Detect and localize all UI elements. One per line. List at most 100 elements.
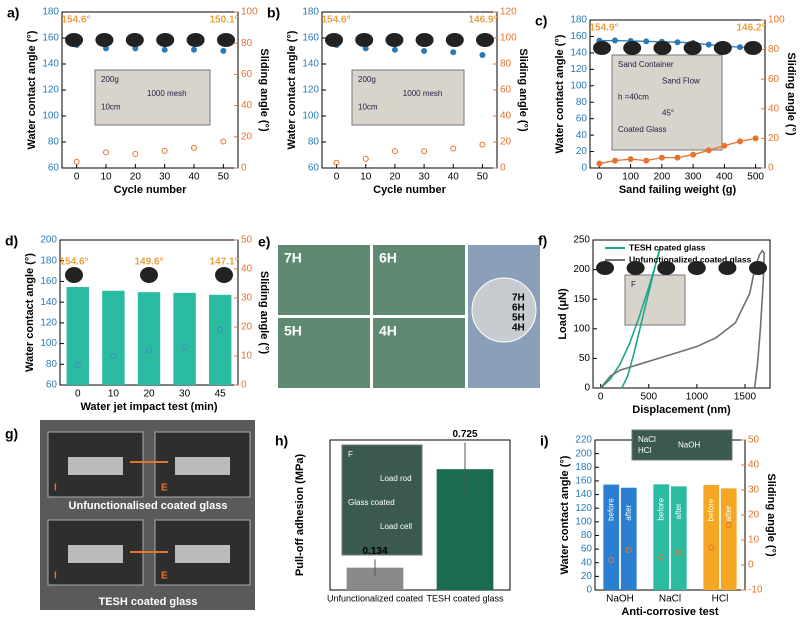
droplet bbox=[718, 261, 737, 275]
droplet bbox=[325, 33, 343, 47]
y-tick-label: 140 bbox=[570, 48, 587, 59]
droplet bbox=[445, 33, 464, 47]
y-tick-label: 250 bbox=[573, 235, 590, 246]
point bbox=[450, 145, 457, 152]
y-tick-label: 160 bbox=[570, 31, 587, 42]
value-label: 0.134 bbox=[362, 546, 387, 557]
bar bbox=[102, 290, 125, 385]
x-tick-label: 1000 bbox=[686, 392, 709, 403]
inset-label: 10cm bbox=[358, 102, 378, 111]
point bbox=[132, 150, 139, 157]
point bbox=[690, 151, 697, 158]
inset-label: HCl bbox=[638, 446, 652, 455]
y-tick-label: 0 bbox=[586, 585, 592, 596]
inset-label: F bbox=[348, 450, 353, 459]
droplet bbox=[215, 267, 233, 283]
y-axis-label: Water contact angle (°) bbox=[24, 253, 36, 372]
y-tick-label: 140 bbox=[40, 297, 57, 308]
glass-sample bbox=[175, 545, 230, 563]
point bbox=[146, 347, 152, 354]
annotation: 154.6° bbox=[61, 15, 90, 26]
point bbox=[752, 135, 759, 142]
y2-tick-label: 0 bbox=[241, 163, 247, 174]
annotation: 147.1° bbox=[209, 257, 238, 268]
inset-label: Load rod bbox=[380, 474, 412, 483]
droplet bbox=[596, 261, 614, 275]
x-axis-label: Cycle number bbox=[114, 184, 187, 196]
point bbox=[627, 156, 634, 163]
inset-photo bbox=[624, 274, 686, 326]
y2-tick-label: 40 bbox=[768, 103, 780, 114]
line bbox=[600, 249, 766, 389]
x-tick-label: Unfunctionalized coated bbox=[327, 593, 423, 603]
legend-label: Unfunctionalized coated glass bbox=[629, 254, 752, 264]
bar bbox=[137, 292, 161, 385]
point bbox=[161, 46, 168, 53]
droplet bbox=[140, 267, 158, 283]
y-tick-label: 80 bbox=[576, 97, 588, 108]
y-tick-label: 120 bbox=[42, 85, 59, 96]
x-tick-label: 0 bbox=[75, 389, 81, 400]
y2-tick-label: -10 bbox=[748, 585, 763, 596]
inset-label: 6H bbox=[512, 303, 525, 314]
point bbox=[74, 361, 81, 368]
x-axis-label: Cycle number bbox=[373, 184, 446, 196]
point bbox=[217, 326, 224, 333]
y-tick-label: 140 bbox=[42, 59, 59, 70]
point bbox=[421, 48, 428, 54]
point bbox=[161, 147, 168, 154]
y-tick-label: 60 bbox=[46, 380, 58, 391]
y2-tick-label: 60 bbox=[500, 85, 512, 96]
y2-tick-label: 30 bbox=[748, 485, 760, 496]
y-tick-label: 100 bbox=[40, 338, 57, 349]
point bbox=[625, 547, 632, 553]
droplet bbox=[626, 261, 645, 275]
y2-tick-label: 10 bbox=[748, 535, 760, 546]
y-tick-label: 140 bbox=[302, 59, 319, 70]
inset-photo bbox=[631, 429, 733, 461]
x-tick-label: 0 bbox=[74, 172, 80, 183]
bar bbox=[208, 294, 232, 385]
point bbox=[73, 158, 80, 165]
tile-label: 6H bbox=[379, 250, 397, 266]
droplet bbox=[95, 33, 114, 47]
x-tick-label: 1500 bbox=[734, 392, 757, 403]
x-tick-label: 400 bbox=[716, 172, 733, 183]
point bbox=[450, 49, 457, 56]
y-tick-label: 120 bbox=[570, 64, 587, 75]
x-tick-label: 50 bbox=[477, 172, 489, 183]
y-axis-label: Water contact angle (°) bbox=[554, 34, 566, 153]
droplet bbox=[125, 33, 144, 47]
inset-label: Load cell bbox=[380, 522, 412, 531]
droplet bbox=[186, 33, 205, 47]
y2-tick-label: 0 bbox=[748, 560, 754, 571]
point bbox=[708, 544, 715, 551]
y2-tick-label: 80 bbox=[768, 44, 780, 55]
x-tick-label: 50 bbox=[218, 172, 230, 183]
point bbox=[103, 149, 109, 156]
tile-label: 4H bbox=[379, 323, 397, 339]
inset-label: 10cm bbox=[101, 102, 121, 111]
y-tick-label: 120 bbox=[575, 503, 592, 514]
annotation: 146.2° bbox=[736, 23, 765, 34]
caption: Unfunctionalised coated glass bbox=[69, 500, 228, 512]
x-axis-label: Anti-corrosive test bbox=[621, 606, 719, 618]
x-tick-label: 200 bbox=[654, 172, 671, 183]
tile-label: I bbox=[54, 483, 57, 494]
x-tick-label: 0 bbox=[334, 172, 340, 183]
y2-tick-label: 20 bbox=[241, 131, 253, 142]
bar-label: after bbox=[674, 503, 683, 519]
sample-disc bbox=[471, 277, 537, 343]
droplet bbox=[713, 41, 732, 55]
x-tick-label: 45 bbox=[215, 389, 227, 400]
y2-tick-label: 80 bbox=[241, 38, 253, 49]
glass-sample bbox=[68, 545, 123, 563]
droplet bbox=[687, 261, 706, 275]
point bbox=[721, 142, 728, 149]
y-tick-label: 180 bbox=[570, 15, 587, 26]
y2-tick-label: 0 bbox=[500, 163, 506, 174]
droplet bbox=[156, 33, 175, 47]
panel-label: g) bbox=[5, 426, 18, 442]
bar-label: after bbox=[724, 505, 733, 521]
point bbox=[479, 52, 486, 59]
